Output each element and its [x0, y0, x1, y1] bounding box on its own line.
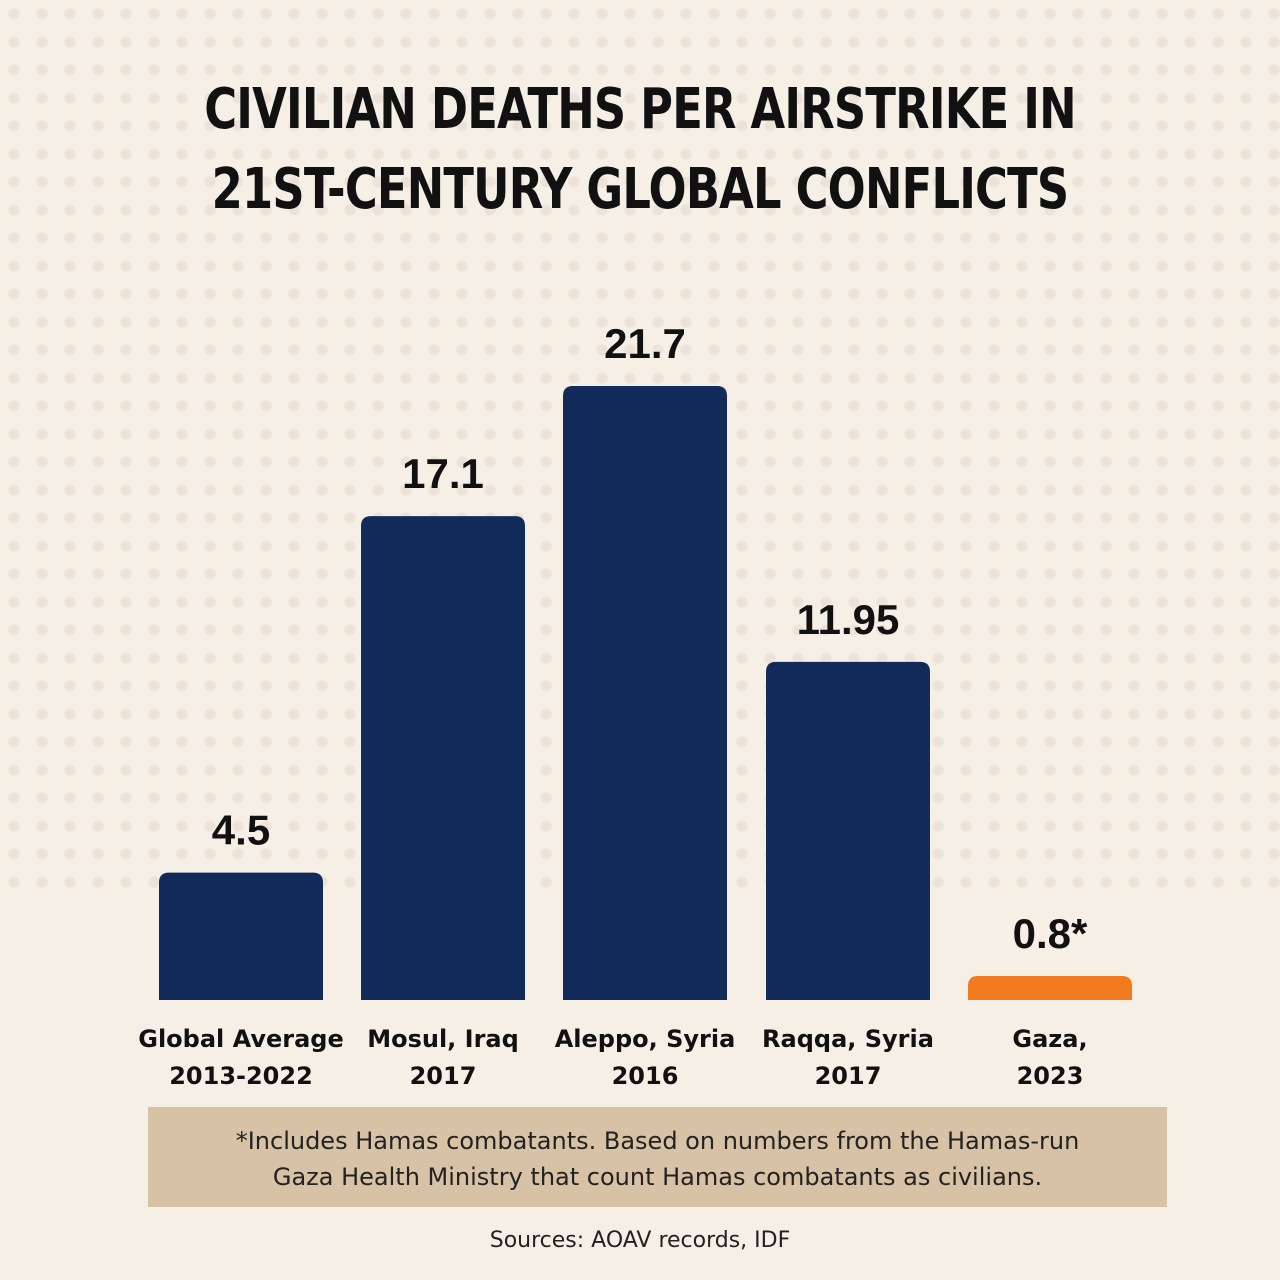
footnote-box: *Includes Hamas combatants. Based on num…	[148, 1107, 1167, 1207]
value-label-5: 0.8*	[1013, 910, 1088, 957]
bar-2	[361, 516, 525, 1000]
category-label-1-line-1: Global Average	[138, 1025, 344, 1053]
bar-1	[159, 872, 323, 1000]
chart-title-line-1: CIVILIAN DEATHS PER AIRSTRIKE IN	[204, 77, 1076, 142]
sources-text: Sources: AOAV records, IDF	[489, 1228, 791, 1253]
category-label-2-line-2: 2017	[410, 1062, 477, 1090]
value-label-3: 21.7	[604, 320, 686, 367]
bar-3	[563, 386, 727, 1000]
footnote-line-2: Gaza Health Ministry that count Hamas co…	[272, 1163, 1043, 1191]
value-label-2: 17.1	[402, 450, 484, 497]
value-label-4: 11.95	[797, 596, 900, 643]
category-label-5-line-1: Gaza,	[1012, 1025, 1087, 1053]
bar-5	[968, 976, 1132, 1000]
category-label-1-line-2: 2013-2022	[169, 1062, 313, 1090]
category-label-4-line-1: Raqqa, Syria	[762, 1025, 934, 1053]
footnote-line-1: *Includes Hamas combatants. Based on num…	[235, 1127, 1080, 1155]
category-label-5-line-2: 2023	[1017, 1062, 1084, 1090]
chart-title: CIVILIAN DEATHS PER AIRSTRIKE IN 21ST-CE…	[128, 70, 1152, 230]
category-label-2-line-1: Mosul, Iraq	[367, 1025, 519, 1053]
category-label-3-line-2: 2016	[612, 1062, 679, 1090]
value-label-1: 4.5	[212, 807, 270, 854]
category-label-4-line-2: 2017	[815, 1062, 882, 1090]
bar-chart: 4.5 Global Average 2013-2022 17.1 Mosul, Ira…	[138, 320, 1132, 1090]
bar-4	[766, 661, 930, 1000]
chart-title-line-2: 21ST-CENTURY GLOBAL CONFLICTS	[211, 157, 1070, 222]
category-label-3-line-1: Aleppo, Syria	[555, 1025, 736, 1053]
